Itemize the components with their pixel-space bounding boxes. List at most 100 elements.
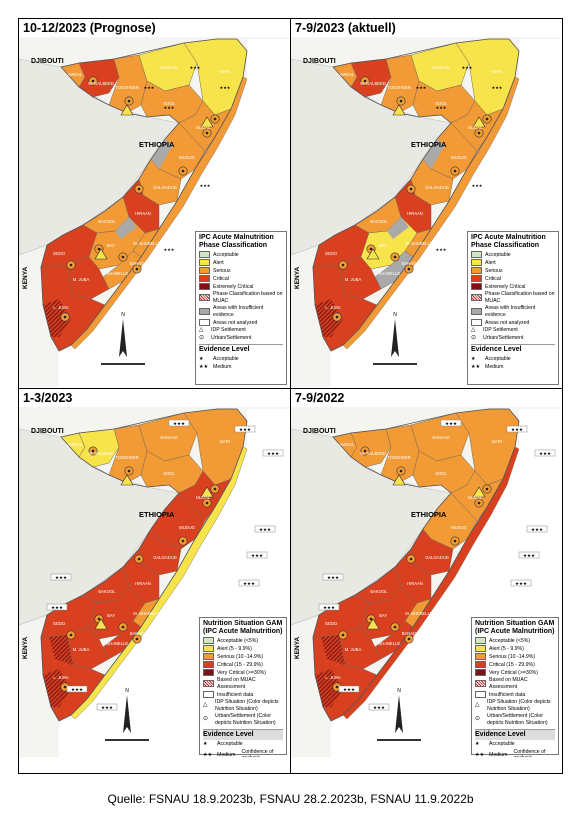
evidence-stars: ★★★ bbox=[267, 451, 280, 456]
legend-swatch bbox=[199, 283, 210, 291]
panel-title: 7-9/2023 (aktuell) bbox=[295, 21, 396, 35]
evidence-callout bbox=[46, 603, 68, 611]
region-label: NUGAL bbox=[196, 495, 211, 500]
legend-swatch bbox=[471, 259, 482, 267]
legend-swatch bbox=[471, 251, 482, 259]
legend-swatch bbox=[471, 267, 482, 275]
urban-settlement-dot bbox=[181, 539, 185, 543]
country-outline bbox=[312, 408, 520, 722]
legend-title: Nutrition Situation GAM (IPC Acute Malnut… bbox=[475, 620, 555, 635]
legend-item-label: Alert (5 - 9.9%) bbox=[217, 645, 252, 652]
urban-settlement-dot bbox=[205, 501, 209, 505]
north-arrow-label: N bbox=[393, 312, 397, 318]
urban-settlement-dot bbox=[399, 469, 403, 473]
panel-divider-horizontal bbox=[18, 388, 563, 389]
legend-swatch bbox=[203, 637, 214, 645]
idp-settlement-icon bbox=[472, 486, 486, 498]
urban-settlement-dot bbox=[121, 625, 125, 629]
region-label: BANADIR bbox=[130, 261, 149, 266]
kenya-label: KENYA bbox=[22, 267, 29, 289]
evidence-callout bbox=[246, 551, 268, 559]
legend-item-label: Extremely Critical bbox=[213, 283, 254, 290]
legend-item-label: Critical bbox=[213, 275, 229, 282]
region-label: HIRAAN bbox=[407, 581, 423, 586]
evidence-callout bbox=[534, 449, 556, 457]
legend-item: Insufficient data bbox=[475, 691, 555, 699]
legend-item: Very Critical (>=30%) bbox=[203, 669, 283, 677]
legend-swatch bbox=[475, 661, 486, 669]
evidence-stars: ★★★ bbox=[259, 527, 272, 532]
evidence-stars: ★★★ bbox=[445, 421, 458, 426]
region-label: GALGADUD bbox=[425, 185, 449, 190]
ethiopia-label: ETHIOPIA bbox=[411, 510, 447, 519]
legend-item-label: Insufficient data bbox=[217, 691, 254, 698]
legend-swatch: ⊙ bbox=[199, 334, 205, 341]
legend-item: Areas not analyzed bbox=[199, 319, 283, 327]
legend-swatch bbox=[203, 691, 214, 699]
urban-settlement-dot bbox=[369, 617, 373, 621]
region-label: AWDAL bbox=[68, 442, 83, 447]
legend-swatch bbox=[475, 691, 486, 699]
evidence-stars: ★★★ bbox=[531, 527, 544, 532]
region-label: M. SHABELLE bbox=[405, 241, 433, 246]
region-label: GEDO bbox=[53, 251, 66, 256]
urban-settlement-dot bbox=[453, 169, 457, 173]
urban-settlement-dot bbox=[363, 79, 367, 83]
legend-item-label: Serious (10 -14.9%) bbox=[489, 653, 536, 660]
idp-settlement-icon bbox=[392, 474, 406, 486]
legend-item: Acceptable (<5%) bbox=[203, 637, 283, 645]
legend-item-label: Critical (15 - 29.9%) bbox=[217, 661, 263, 668]
star-icon: ★★ bbox=[471, 363, 481, 370]
region-label: M. JUBA bbox=[345, 277, 362, 282]
legend-item-label: Areas not analyzed bbox=[213, 319, 258, 326]
legend-item-label: Insufficient data bbox=[489, 691, 526, 698]
evidence-stars: ★★★ bbox=[190, 65, 201, 70]
region-label: HIRAAN bbox=[407, 211, 423, 216]
legend-swatch bbox=[471, 283, 482, 291]
evidence-stars: ★★★ bbox=[515, 581, 528, 586]
urban-settlement-dot bbox=[63, 685, 67, 689]
urban-settlement-dot bbox=[409, 187, 413, 191]
evidence-stars: ★★★ bbox=[200, 183, 211, 188]
evidence-item-label: Medium bbox=[217, 751, 236, 757]
legend-swatch bbox=[475, 669, 486, 677]
star-icon: ★★ bbox=[199, 363, 209, 370]
legend-swatch bbox=[203, 661, 214, 669]
region-label: M. SHABELLE bbox=[133, 611, 161, 616]
evidence-item: ★★ Medium bbox=[199, 364, 283, 371]
legend-item: Based on MUAC Assessment bbox=[475, 677, 555, 690]
urban-settlement-dot bbox=[453, 539, 457, 543]
urban-settlement-dot bbox=[69, 633, 73, 637]
evidence-stars: ★★★ bbox=[436, 105, 447, 110]
evidence-callout bbox=[318, 603, 340, 611]
urban-settlement-dot bbox=[341, 263, 345, 267]
region-label: L. SHABELLE bbox=[374, 271, 401, 276]
legend-swatch bbox=[203, 653, 214, 661]
region-label: BARI bbox=[492, 439, 502, 444]
legend-swatch bbox=[471, 319, 482, 327]
legend-item-label: Serious bbox=[485, 267, 503, 274]
region-label: W. GALBEED bbox=[360, 451, 386, 456]
region-label: AWDAL bbox=[340, 442, 355, 447]
evidence-item-label: Acceptable bbox=[213, 356, 239, 363]
legend-item: Acceptable (<5%) bbox=[475, 637, 555, 645]
legend-item-label: Very Critical (>=30%) bbox=[217, 669, 267, 676]
legend-item: Critical bbox=[471, 275, 555, 283]
region-label: M. JUBA bbox=[73, 277, 90, 282]
region-label: HIRAAN bbox=[135, 211, 151, 216]
evidence-callout bbox=[50, 573, 72, 581]
legend-item: Serious bbox=[471, 267, 555, 275]
region-label: BAKOOL bbox=[370, 219, 388, 224]
legend-item: △ IDP Situation (Color depicts Nutrition … bbox=[203, 699, 283, 712]
legend-swatch bbox=[199, 267, 210, 275]
map-legend: Nutrition Situation GAM (IPC Acute Malnut… bbox=[471, 617, 559, 757]
legend-item: Very Critical (>=30%) bbox=[475, 669, 555, 677]
legend-item-label: Urban/Settlement (Color depicts Nutritio… bbox=[215, 713, 276, 726]
djibouti-label: DJIBOUTI bbox=[303, 58, 336, 65]
confidence-label: Confidence of analysis bbox=[513, 748, 546, 757]
legend-item: △ IDP Situation (Color depicts Nutrition … bbox=[475, 699, 555, 712]
evidence-item-label: Medium bbox=[489, 751, 508, 757]
evidence-stars: ★★★ bbox=[323, 605, 336, 610]
region-label: BANADIR bbox=[402, 631, 421, 636]
legend-item-label: IDP Settlement bbox=[483, 327, 518, 334]
